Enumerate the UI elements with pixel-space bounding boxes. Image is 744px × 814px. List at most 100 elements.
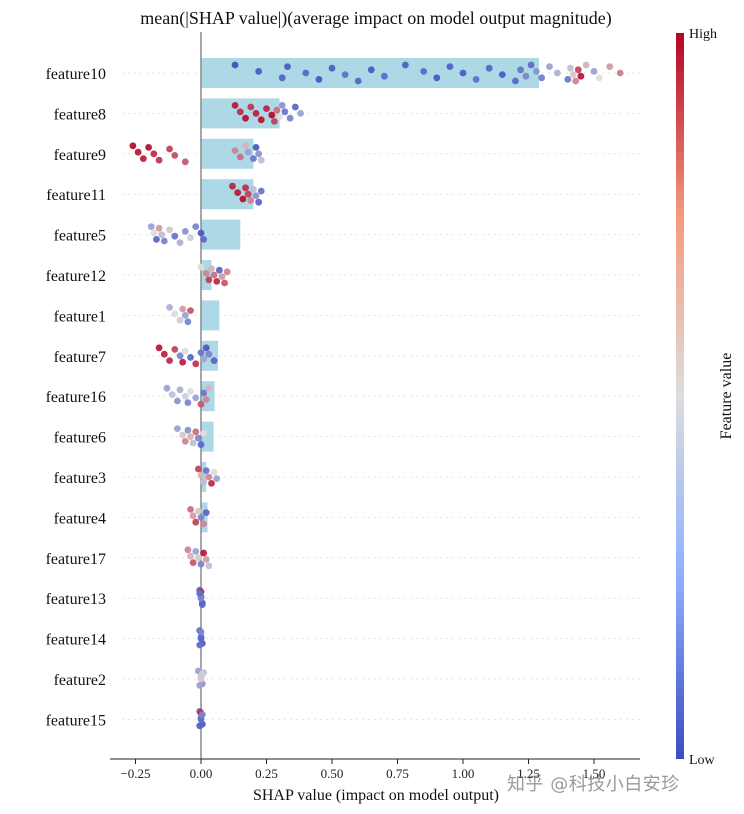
point-feature10 [606,63,614,70]
point-feature10 [401,61,409,69]
point-feature16 [197,400,205,408]
point-feature1 [171,310,179,318]
feature-label-feature13: feature13 [46,591,106,608]
bar-feature11 [201,179,254,210]
point-feature10 [472,76,480,83]
point-feature11 [247,197,255,205]
bar-feature1 [201,300,220,331]
point-feature3 [197,472,205,479]
point-feature14 [196,641,204,649]
point-feature7 [197,349,205,356]
point-feature10 [569,71,577,78]
point-feature8 [297,110,304,117]
point-feature4 [202,509,210,516]
point-feature7 [176,352,184,360]
point-feature15 [196,722,204,730]
point-feature5 [192,223,200,231]
point-feature6 [181,438,189,445]
point-feature10 [590,68,598,75]
feature-label-feature12: feature12 [46,268,106,285]
point-feature13 [196,590,204,597]
point-feature4 [192,518,200,526]
point-feature11 [239,195,247,203]
point-feature8 [281,108,289,116]
point-feature7 [181,347,189,355]
point-feature10 [231,61,239,69]
point-feature13 [198,601,206,608]
feature-label-feature14: feature14 [46,632,106,649]
point-feature17 [192,548,200,555]
point-feature10 [527,61,535,69]
point-feature5 [176,239,184,247]
feature-label-feature4: feature4 [54,510,106,527]
point-feature10 [341,71,349,78]
point-feature3 [202,467,210,474]
point-feature10 [284,63,291,70]
point-feature16 [176,386,184,394]
point-feature10 [498,71,506,78]
x-axis-title: SHAP value (impact on model output) [253,787,499,804]
point-feature17 [189,559,197,566]
point-feature9 [181,158,189,166]
point-feature6 [197,441,205,448]
point-feature10 [278,74,286,82]
point-feature9 [242,142,249,150]
point-feature8 [231,102,239,109]
point-feature8 [236,108,244,116]
colorbar-high-label: High [689,27,717,42]
point-feature9 [150,150,158,158]
point-feature3 [210,468,218,476]
x-tick-label: −0.25 [120,766,150,781]
point-feature17 [205,562,213,570]
feature-label-feature2: feature2 [54,672,106,689]
point-feature7 [210,357,218,364]
point-feature12 [221,279,228,287]
point-feature8 [252,110,260,117]
point-feature8 [268,111,276,119]
point-feature5 [153,236,160,243]
point-feature8 [270,118,278,125]
point-feature12 [197,263,205,271]
feature-label-feature8: feature8 [54,106,106,123]
point-feature1 [184,318,192,326]
feature-label-feature5: feature5 [54,228,106,245]
point-feature17 [187,552,194,560]
x-tick-label: 1.00 [452,766,475,781]
point-feature3 [200,478,208,486]
point-feature17 [197,560,205,568]
point-feature10 [512,77,519,85]
feature-label-feature15: feature15 [46,712,106,729]
point-feature16 [200,389,208,397]
point-feature4 [194,507,202,515]
point-feature8 [263,105,270,112]
point-feature7 [200,355,208,363]
point-feature11 [234,189,242,197]
point-feature1 [176,316,184,324]
point-feature9 [139,155,147,163]
point-feature12 [215,266,223,274]
point-feature5 [158,231,166,239]
point-feature10 [255,68,263,75]
point-feature12 [218,273,226,280]
point-feature17 [200,549,208,557]
point-feature16 [205,384,213,392]
point-feature10 [485,64,493,72]
point-feature9 [231,147,239,155]
point-feature7 [192,360,200,368]
point-feature3 [213,475,221,482]
x-tick-label: 0.25 [255,766,278,781]
point-feature6 [192,428,200,436]
point-feature5 [181,228,189,235]
point-feature12 [208,265,215,272]
point-feature11 [250,186,257,193]
point-feature1 [179,305,187,313]
point-feature8 [276,113,283,120]
point-feature9 [244,148,252,156]
point-feature12 [202,270,210,277]
point-feature1 [181,312,189,319]
point-feature16 [184,399,192,406]
point-feature3 [194,465,202,473]
point-feature5 [150,229,158,237]
point-feature10 [420,68,428,75]
